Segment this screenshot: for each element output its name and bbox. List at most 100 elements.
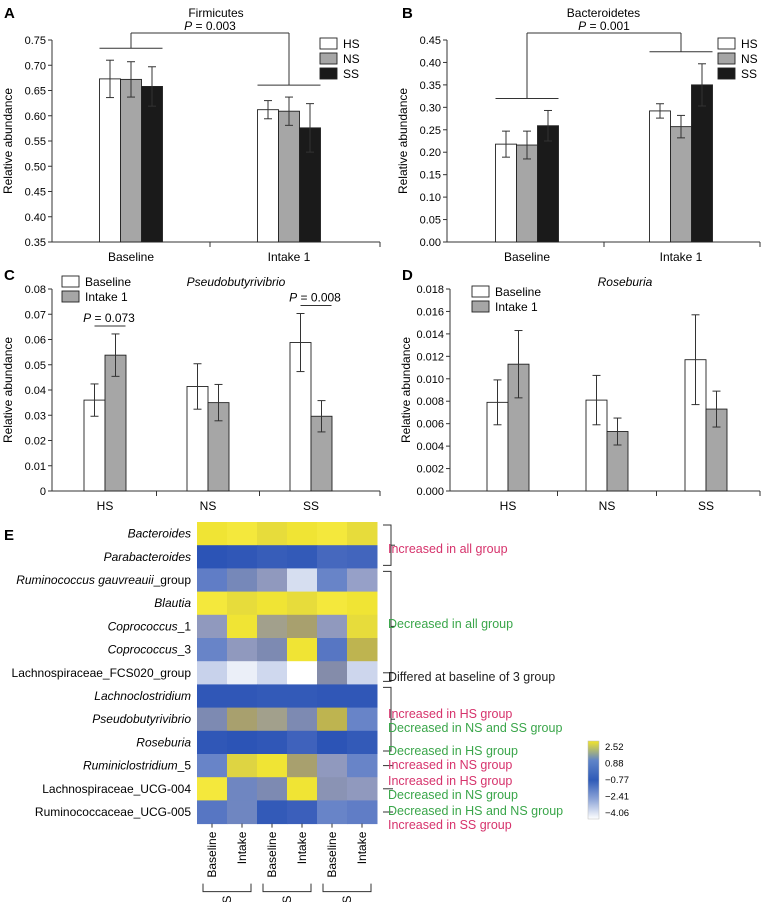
legend-label: Intake 1 (495, 300, 538, 314)
y-tick-label: 0.15 (420, 170, 441, 182)
y-tick-label: 0.014 (416, 329, 444, 341)
heatmap-row-label: Lachnoclostridium (94, 689, 191, 703)
heatmap-cell (317, 730, 348, 755)
annotation-text: Increased in HS group (388, 774, 512, 788)
legend-label: SS (343, 67, 359, 81)
y-tick-label: 0.10 (420, 192, 441, 204)
heatmap-cell (197, 730, 228, 755)
heatmap-cell (227, 591, 258, 616)
row-label-suffix: _5 (177, 759, 192, 773)
legend-swatch (319, 67, 338, 80)
annotation-text: Decreased in HS group (388, 744, 518, 758)
panel-letter-a: A (4, 5, 15, 22)
y-tick-label: 0.02 (25, 436, 46, 448)
heatmap-cell (347, 684, 378, 709)
heatmap-cell (227, 800, 258, 825)
row-label-italic: Coprococcus (108, 619, 178, 633)
y-tick-label: 0.010 (416, 374, 444, 386)
bar-ns (120, 78, 142, 243)
annotation-text: Increased in all group (388, 542, 508, 556)
heatmap-cell (197, 800, 228, 825)
heatmap-cell (197, 777, 228, 801)
heatmap-row-label: Bacteroides (128, 527, 191, 541)
chart-title: Bacteroidetes (567, 6, 640, 20)
x-category-label: Baseline (108, 250, 154, 264)
bar-ss (537, 125, 559, 243)
bar-ss (141, 86, 163, 243)
heatmap-column-label: Baseline (325, 831, 339, 877)
heatmap-cell (287, 777, 318, 801)
heatmap-cell (287, 522, 318, 546)
annotation-text: Increased in NS group (388, 758, 512, 772)
legend-swatch (717, 37, 736, 50)
row-label-suffix: _3 (177, 643, 192, 657)
heatmap-column-label: Intake (235, 831, 249, 864)
heatmap-row-label: Blautia (154, 596, 191, 610)
panel-c-pseudobutyrivibrio-chart: Pseudobutyrivibrio Relative abundance 0 0.0… (1, 275, 381, 513)
x-category-label: SS (303, 499, 319, 513)
y-tick-label: 0.000 (416, 486, 444, 498)
y-tick-label: 0.06 (25, 335, 46, 347)
legend-label: HS (741, 37, 758, 51)
panel-d-roseburia-chart: Roseburia Relative abundance 0.000 0.002 0.0… (399, 275, 761, 513)
legend-label: Baseline (495, 285, 541, 299)
heatmap-cell (257, 591, 288, 616)
heatmap-cell (317, 568, 348, 593)
row-label-text: Parabacteroides (104, 550, 191, 564)
heatmap-cell (197, 568, 228, 593)
heatmap-cell (197, 638, 228, 662)
y-tick-label: 0.45 (25, 187, 46, 199)
p-value: = 0.008 (297, 290, 341, 304)
y-tick-label: 0.01 (25, 461, 46, 473)
legend-label: NS (741, 52, 758, 66)
legend-label: Intake 1 (85, 290, 128, 304)
y-tick-label: 0.20 (420, 147, 441, 159)
y-axis-label: Relative abundance (396, 88, 410, 194)
legend-label: Baseline (85, 275, 131, 289)
column-group-label: HS (220, 896, 234, 902)
heatmap-cell (227, 568, 258, 593)
bar-ss (691, 84, 713, 243)
heatmap-cell (227, 614, 258, 639)
heatmap-cell (317, 638, 348, 662)
colorbar-tick-label: −0.77 (605, 775, 629, 786)
heatmap-cell (347, 754, 378, 778)
row-label-text: Blautia (154, 596, 191, 610)
annotation-text: Differed at baseline of 3 group (388, 670, 555, 684)
chart-title: Roseburia (598, 275, 653, 289)
panel-e-heatmap: Bacteroides Parabacteroides Ruminococcus g… (12, 522, 629, 902)
heatmap-column-label: Intake (355, 831, 369, 864)
y-tick-label: 0.50 (25, 161, 46, 173)
heatmap-column-label: Baseline (265, 831, 279, 877)
x-category-label: SS (698, 499, 714, 513)
heatmap-cell (317, 522, 348, 546)
y-tick-label: 0.40 (25, 212, 46, 224)
colorbar-tick-label: 0.88 (605, 759, 624, 770)
heatmap-cell (317, 545, 348, 569)
column-group-bracket (262, 883, 312, 893)
p-value: = 0.003 (192, 19, 236, 33)
heatmap-cell (347, 568, 378, 593)
heatmap-cell (317, 777, 348, 801)
heatmap-cell (197, 591, 228, 616)
annotation-text: Decreased in all group (388, 617, 513, 631)
heatmap-cell (287, 638, 318, 662)
p-symbol: P (289, 290, 297, 304)
panel-letter-b: B (402, 5, 413, 22)
heatmap-cell (257, 730, 288, 755)
heatmap-cell (287, 545, 318, 569)
bar-hs (495, 143, 517, 243)
y-tick-label: 0.05 (420, 215, 441, 227)
heatmap-cell (257, 568, 288, 593)
row-label-suffix: _group (153, 573, 192, 587)
p-symbol: P (184, 19, 192, 33)
heatmap-cell (197, 545, 228, 569)
heatmap-cell (227, 684, 258, 709)
heatmap-cell (197, 707, 228, 732)
y-tick-label: 0.40 (420, 57, 441, 69)
heatmap-cell (227, 522, 258, 546)
heatmap-cell (287, 614, 318, 639)
heatmap-cell (197, 754, 228, 778)
heatmap-row-label: Lachnospiraceae_FCS020_group (12, 666, 192, 680)
